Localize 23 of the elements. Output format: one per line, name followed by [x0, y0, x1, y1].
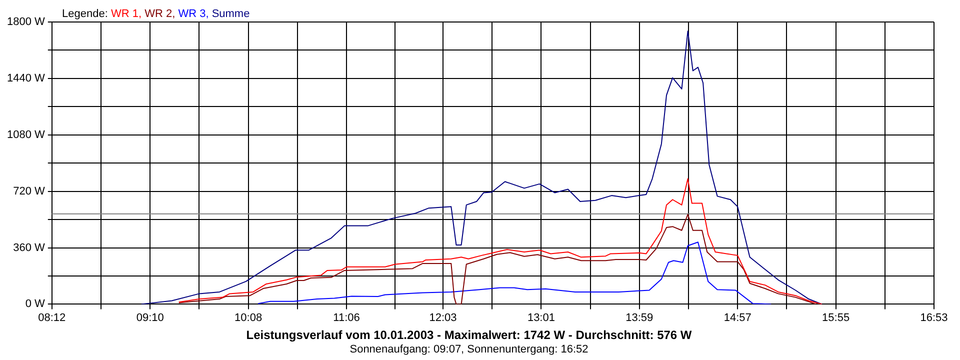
text: WR 3, — [178, 8, 210, 20]
x-tick-label: 12:03 — [429, 312, 457, 324]
legend-title: Legende: — [62, 8, 109, 20]
x-tick-label: 11:06 — [333, 312, 360, 324]
x-tick-label: 16:53 — [920, 312, 948, 324]
text: WR 1, — [110, 8, 142, 20]
x-tick-label: 08:12 — [38, 312, 66, 324]
x-tick-label: 10:08 — [234, 312, 262, 324]
x-tick-label: 14:57 — [724, 312, 752, 324]
text: Leistungsverlauf vom 10.01.2003 - Maximalwert: 1742 W - Durchschnitt: 576 W — [246, 328, 692, 342]
x-tick-label: 13:59 — [626, 312, 654, 324]
y-tick-label: 1440 W — [6, 72, 46, 84]
x-tick-label: 15:55 — [822, 312, 850, 324]
text: Summe — [212, 8, 250, 20]
x-tick-label: 09:10 — [136, 312, 164, 324]
y-tick-label: 1800 W — [6, 16, 46, 28]
text: Sonnenaufgang: 09:07, Sonnenuntergang: 16:52 — [350, 343, 588, 356]
y-tick-label: 0 W — [25, 298, 46, 310]
y-tick-label: 1080 W — [6, 128, 46, 141]
x-tick-label: 13:01 — [527, 312, 555, 324]
y-tick-label: 720 W — [13, 185, 46, 198]
y-tick-label: 360 W — [13, 242, 46, 254]
text: WR 2, — [144, 8, 176, 20]
